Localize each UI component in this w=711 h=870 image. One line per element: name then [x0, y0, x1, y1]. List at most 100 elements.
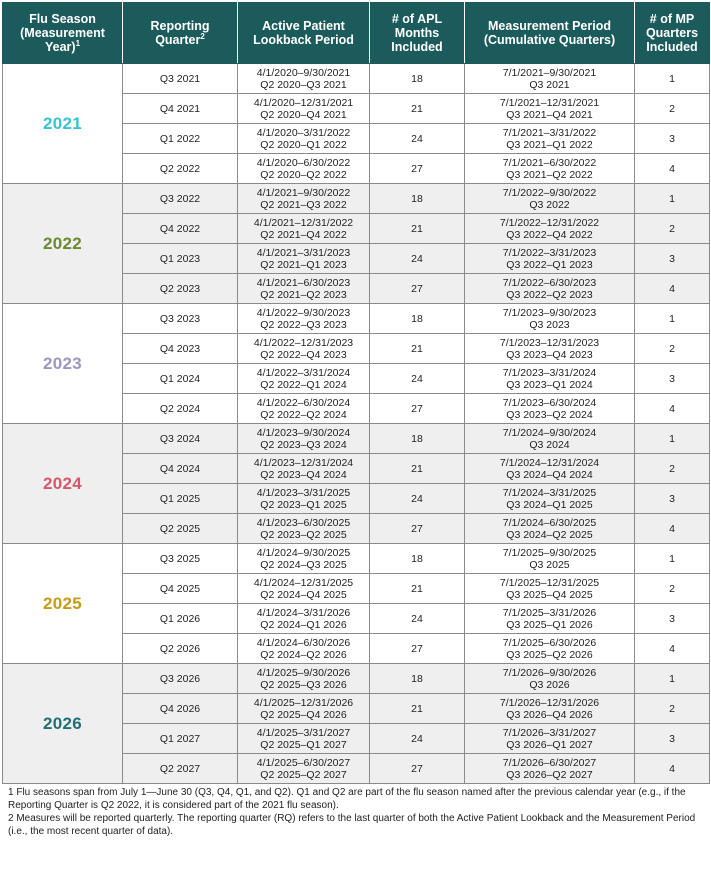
measurement-period-cell: 7/1/2026–9/30/2026 Q3 2026	[464, 663, 635, 694]
table-row: Q4 2022 4/1/2021–12/31/2022 Q2 2021–Q4 202…	[3, 213, 710, 244]
measurement-period-cell: 7/1/2026–6/30/2027 Q3 2026–Q2 2027	[464, 753, 635, 784]
lookback-period-cell-text: Q2 2021–Q3 2022	[260, 198, 347, 211]
table-row: Q1 2024 4/1/2022–3/31/2024 Q2 2022–Q1 2024…	[3, 363, 710, 394]
mp-quarters-cell-text: 1	[669, 72, 675, 85]
lookback-period-cell-text: 4/1/2020–6/30/2022	[256, 156, 351, 169]
lookback-period-cell-text: 4/1/2023–6/30/2025	[256, 516, 351, 529]
mp-quarters-cell: 3	[634, 363, 710, 394]
lookback-period-cell-text: Q2 2020–Q3 2021	[260, 78, 347, 91]
measurement-period-cell: 7/1/2024–12/31/2024 Q3 2024–Q4 2024	[464, 453, 635, 484]
lookback-period-cell-text: 4/1/2024–9/30/2025	[256, 546, 351, 559]
mp-quarters-cell-text: 2	[669, 582, 675, 595]
measurement-period-cell: 7/1/2023–9/30/2023 Q3 2023	[464, 303, 635, 334]
apl-months-cell-text: 18	[411, 432, 423, 445]
mp-quarters-cell-text: 3	[669, 372, 675, 385]
lookback-period-cell-text: Q2 2025–Q1 2027	[260, 738, 347, 751]
measurement-period-cell-text: 7/1/2025–6/30/2026	[502, 636, 597, 649]
measurement-period-cell-text: Q3 2022–Q2 2023	[506, 288, 593, 301]
apl-months-cell: 18	[369, 543, 465, 574]
apl-months-cell: 27	[369, 393, 465, 424]
table-row: Q4 2025 4/1/2024–12/31/2025 Q2 2024–Q4 202…	[3, 573, 710, 604]
header-text: Quarters	[645, 26, 699, 40]
lookback-period-cell-text: Q2 2021–Q2 2023	[260, 288, 347, 301]
apl-months-cell-text: 18	[411, 672, 423, 685]
reporting-quarter-cell: Q3 2025	[122, 543, 238, 574]
lookback-period-cell-text: 4/1/2020–9/30/2021	[256, 66, 351, 79]
reporting-quarter-cell: Q1 2026	[122, 603, 238, 634]
lookback-period-cell: 4/1/2023–3/31/2025 Q2 2023–Q1 2025	[237, 483, 370, 514]
lookback-period-cell: 4/1/2025–3/31/2027 Q2 2025–Q1 2027	[237, 723, 370, 754]
header-text: Included	[391, 40, 443, 54]
apl-months-cell: 18	[369, 663, 465, 694]
measurement-period-cell-text: Q3 2026–Q2 2027	[506, 768, 593, 781]
header-text: # of APL	[391, 12, 443, 26]
mp-quarters-cell: 4	[634, 153, 710, 184]
reporting-quarter-cell-text: Q4 2026	[159, 702, 201, 715]
lookback-period-cell: 4/1/2022–3/31/2024 Q2 2022–Q1 2024	[237, 363, 370, 394]
measurement-period-cell-text: Q3 2023–Q4 2023	[506, 348, 593, 361]
reporting-quarter-cell-text: Q1 2025	[159, 492, 201, 505]
reporting-quarter-cell-text: Q2 2022	[159, 162, 201, 175]
measurement-period-cell-text: Q3 2023–Q2 2024	[506, 408, 593, 421]
reporting-quarter-cell-text: Q1 2023	[159, 252, 201, 265]
mp-quarters-cell-text: 4	[669, 402, 675, 415]
measurement-period-cell-text: 7/1/2022–3/31/2023	[502, 246, 597, 259]
apl-months-cell: 18	[369, 63, 465, 94]
apl-months-cell: 21	[369, 93, 465, 124]
header-text: Flu Season	[29, 12, 96, 26]
reporting-quarter-cell-text: Q1 2024	[159, 372, 201, 385]
reporting-quarter-cell-text: Q1 2027	[159, 732, 201, 745]
header-text: (Cumulative Quarters)	[483, 33, 616, 47]
table-row: 2025 Q3 2025 4/1/2024–9/30/2025 Q2 2024–Q3 …	[2, 543, 710, 664]
apl-months-cell-text: 21	[411, 582, 423, 595]
measurement-period-cell-text: 7/1/2025–12/31/2025	[499, 576, 600, 589]
mp-quarters-cell: 1	[634, 423, 710, 454]
lookback-period-cell-text: Q2 2022–Q1 2024	[260, 378, 347, 391]
lookback-period-cell: 4/1/2025–6/30/2027 Q2 2025–Q2 2027	[237, 753, 370, 784]
header-text: Included	[646, 40, 698, 54]
lookback-period-cell-text: 4/1/2025–3/31/2027	[256, 726, 351, 739]
measurement-period-cell: 7/1/2023–3/31/2024 Q3 2023–Q1 2024	[464, 363, 635, 394]
mp-quarters-cell: 2	[634, 93, 710, 124]
reporting-quarter-cell: Q1 2027	[122, 723, 238, 754]
apl-months-cell: 27	[369, 273, 465, 304]
mp-quarters-cell: 3	[634, 123, 710, 154]
table-row: Q1 2025 4/1/2023–3/31/2025 Q2 2023–Q1 2025…	[3, 483, 710, 514]
measurement-period-cell-text: Q3 2022–Q4 2022	[506, 228, 593, 241]
apl-months-cell: 27	[369, 633, 465, 664]
table-row: Q4 2021 4/1/2020–12/31/2021 Q2 2020–Q4 202…	[3, 93, 710, 124]
measurement-period-cell-text: Q3 2024–Q4 2024	[506, 468, 593, 481]
table-row: 2026 Q3 2026 4/1/2025–9/30/2026 Q2 2025–Q3 …	[2, 663, 710, 784]
lookback-period-cell: 4/1/2021–9/30/2022 Q2 2021–Q3 2022	[237, 183, 370, 214]
reporting-quarter-cell: Q4 2021	[122, 93, 238, 124]
measurement-period-cell: 7/1/2021–6/30/2022 Q3 2021–Q2 2022	[464, 153, 635, 184]
lookback-period-cell-text: 4/1/2022–6/30/2024	[256, 396, 351, 409]
lookback-period-cell: 4/1/2022–12/31/2023 Q2 2022–Q4 2023	[237, 333, 370, 364]
reporting-quarter-cell-text: Q4 2022	[159, 222, 201, 235]
lookback-period-cell-text: Q2 2020–Q1 2022	[260, 138, 347, 151]
measurement-period-cell-text: Q3 2024–Q2 2025	[506, 528, 593, 541]
apl-months-cell-text: 21	[411, 222, 423, 235]
measurement-period-cell-text: 7/1/2024–9/30/2024	[502, 426, 597, 439]
lookback-period-cell-text: Q2 2021–Q1 2023	[260, 258, 347, 271]
mp-quarters-cell-text: 4	[669, 162, 675, 175]
lookback-period-cell: 4/1/2020–3/31/2022 Q2 2020–Q1 2022	[237, 123, 370, 154]
measurement-period-cell: 7/1/2023–6/30/2024 Q3 2023–Q2 2024	[464, 393, 635, 424]
measurement-period-cell: 7/1/2023–12/31/2023 Q3 2023–Q4 2023	[464, 333, 635, 364]
lookback-period-cell: 4/1/2025–9/30/2026 Q2 2025–Q3 2026	[237, 663, 370, 694]
reporting-quarter-cell: Q4 2025	[122, 573, 238, 604]
apl-months-cell-text: 27	[411, 282, 423, 295]
table-row: Q2 2022 4/1/2020–6/30/2022 Q2 2020–Q2 2022…	[3, 153, 710, 184]
lookback-period-cell: 4/1/2020–6/30/2022 Q2 2020–Q2 2022	[237, 153, 370, 184]
mp-quarters-cell-text: 2	[669, 342, 675, 355]
measurement-period-cell-text: 7/1/2022–6/30/2023	[502, 276, 597, 289]
lookback-period-cell-text: Q2 2024–Q1 2026	[260, 618, 347, 631]
apl-months-cell-text: 21	[411, 462, 423, 475]
measurement-period-cell-text: 7/1/2025–9/30/2025	[502, 546, 597, 559]
reporting-quarter-cell: Q4 2024	[122, 453, 238, 484]
lookback-period-cell-text: Q2 2022–Q4 2023	[260, 348, 347, 361]
apl-months-cell: 27	[369, 753, 465, 784]
header-mp-quarters: # of MP Quarters Included	[634, 2, 710, 64]
mp-quarters-cell-text: 3	[669, 612, 675, 625]
lookback-period-cell: 4/1/2020–9/30/2021 Q2 2020–Q3 2021	[237, 63, 370, 94]
